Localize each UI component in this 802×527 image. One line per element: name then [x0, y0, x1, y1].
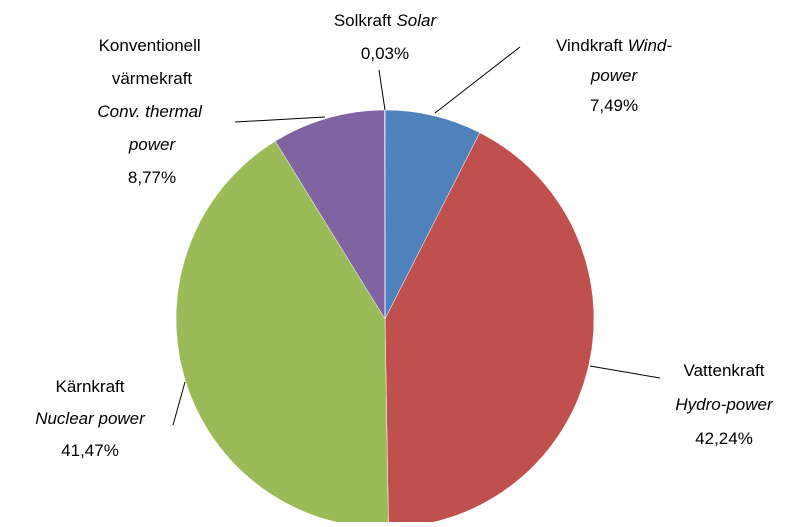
- leader-line: [379, 70, 385, 110]
- value-label: 42,24%: [695, 429, 753, 448]
- slice-label: Konventionell värmekraft Conv. thermal po…: [97, 36, 206, 187]
- value-label: 7,49%: [590, 96, 638, 115]
- value-label: 41,47%: [61, 441, 119, 460]
- leader-line: [590, 366, 660, 378]
- category-label-en: Conv. thermal power: [97, 102, 206, 154]
- slice-label: Vattenkraft Hydro-power 42,24%: [675, 361, 774, 448]
- category-label: Kärnkraft: [56, 377, 125, 396]
- category-label: Vindkraft: [556, 36, 623, 55]
- category-label: Konventionell värmekraft: [99, 36, 206, 88]
- value-label: 0,03%: [361, 44, 409, 63]
- slice-label: Kärnkraft Nuclear power 41,47%: [35, 377, 146, 460]
- leader-line: [173, 382, 185, 425]
- value-label: 8,77%: [128, 168, 176, 187]
- leader-line: [435, 47, 520, 113]
- category-label-en: Solar: [396, 11, 437, 30]
- leader-line: [235, 117, 325, 122]
- category-label-en: Nuclear power: [35, 409, 146, 428]
- category-label: Solkraft: [334, 11, 392, 30]
- category-label: Vattenkraft: [684, 361, 765, 380]
- category-label-en: Hydro-power: [675, 395, 774, 414]
